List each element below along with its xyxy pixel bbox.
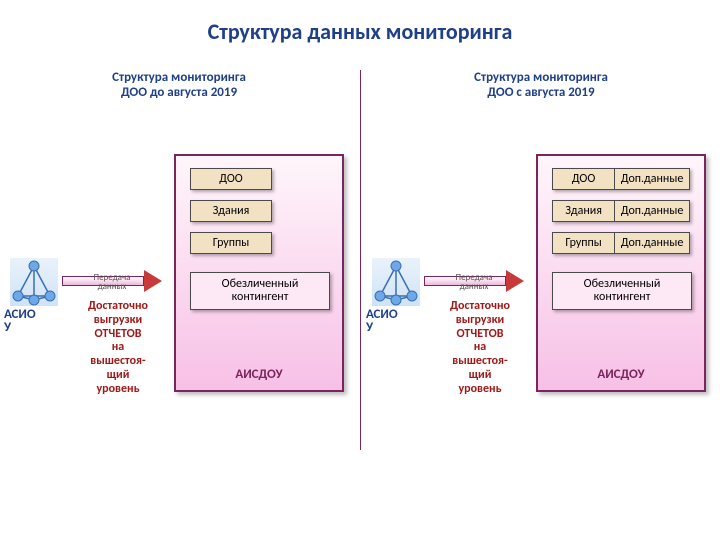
asio-label-after: АСИО У <box>366 308 398 334</box>
arrow-after: Передача данных <box>424 270 524 292</box>
aisdou-label-before: АИСДОУ <box>176 367 342 382</box>
block-main-label: Здания <box>553 201 614 221</box>
data-block: ЗданияДоп.данные <box>552 200 690 222</box>
arrow-label-after: Передача данных <box>424 273 524 291</box>
center-divider <box>360 70 361 450</box>
data-block: ГруппыДоп.данные <box>552 232 690 254</box>
arrow-label-before: Передача данных <box>62 273 162 291</box>
panel-before: Структура мониторинга ДОО до августа 201… <box>4 70 354 510</box>
block-extra-label: Доп.данные <box>614 201 689 221</box>
aisdou-box-after: АИСДОУ ДООДоп.данныеЗданияДоп.данныеГруп… <box>536 154 706 392</box>
block-main-label: Группы <box>553 233 614 253</box>
aisdou-box-before: АИСДОУ ДОО Здания Группы Обезличенный конти… <box>174 154 344 392</box>
data-block: ДООДоп.данные <box>552 168 690 190</box>
arrow-before: Передача данных <box>62 270 162 292</box>
note-after: Достаточно выгрузки ОТЧЕТОВ на вышестоя-… <box>432 300 528 397</box>
subtitle-after: Структура мониторинга ДОО с августа 2019 <box>366 70 716 100</box>
subtitle-before: Структура мониторинга ДОО до августа 201… <box>4 70 354 100</box>
block-extra-label: Доп.данные <box>614 169 689 189</box>
data-block-big: Обезличенный контингент <box>552 272 692 310</box>
block-extra-label: Доп.данные <box>614 233 689 253</box>
data-block: ДОО <box>190 168 272 190</box>
asio-icon-before <box>10 258 58 306</box>
asio-icon-after <box>372 258 420 306</box>
aisdou-label-after: АИСДОУ <box>538 367 704 382</box>
asio-label-before: АСИО У <box>4 308 36 334</box>
note-before: Достаточно выгрузки ОТЧЕТОВ на вышестоя-… <box>70 300 166 397</box>
block-main-label: ДОО <box>553 169 614 189</box>
block-main-label: Группы <box>191 233 271 253</box>
data-block-big: Обезличенный контингент <box>190 272 330 310</box>
data-block: Группы <box>190 232 272 254</box>
block-main-label: Здания <box>191 201 271 221</box>
data-block: Здания <box>190 200 272 222</box>
main-title: Структура данных мониторинга <box>0 18 720 45</box>
panel-after: Структура мониторинга ДОО с августа 2019… <box>366 70 716 510</box>
block-main-label: ДОО <box>191 169 271 189</box>
